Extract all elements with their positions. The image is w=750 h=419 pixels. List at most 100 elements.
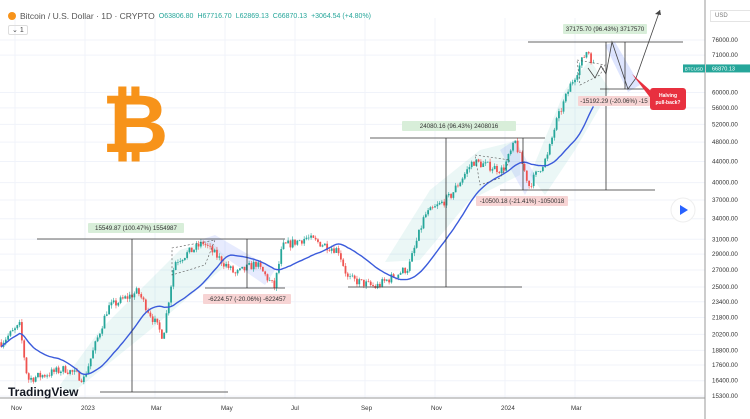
candle-body	[181, 259, 184, 262]
candle-body	[252, 261, 255, 270]
candle-body	[142, 297, 145, 300]
y-tick-label: 71000.00	[712, 52, 738, 59]
candle-body	[216, 249, 218, 258]
candle-body	[239, 268, 241, 271]
y-tick-label: 76000.00	[712, 37, 738, 44]
callout-text: pull-back?	[655, 100, 680, 106]
candle-body	[340, 253, 342, 260]
candle-body	[351, 275, 354, 277]
candle-body	[463, 173, 466, 179]
candle-body	[422, 217, 425, 229]
candle-body	[404, 267, 407, 273]
candle-body	[170, 286, 172, 303]
rise-label: 15549.87 (100.47%) 1554987	[95, 225, 177, 232]
candle-body	[337, 248, 340, 254]
symbol-title[interactable]: Bitcoin / U.S. Dollar · 1D · CRYPTO	[20, 11, 155, 21]
candle-body	[218, 256, 221, 258]
candle-body	[390, 274, 393, 283]
y-tick-label: 23400.00	[712, 299, 738, 306]
candle-body	[66, 372, 69, 374]
indicator-toggle[interactable]: ⌄ 1	[8, 25, 28, 35]
candle-body	[266, 274, 269, 281]
candle-body	[259, 262, 262, 267]
candle-body	[413, 247, 416, 254]
candle-body	[560, 111, 563, 112]
candle-body	[548, 144, 551, 155]
candle-body	[92, 350, 94, 359]
candle-body	[140, 294, 143, 298]
candle-body	[177, 262, 179, 263]
candle-body	[440, 201, 443, 203]
candle-body	[80, 380, 83, 382]
candle-body	[330, 248, 333, 251]
candle-body	[418, 229, 420, 241]
candle-body	[342, 259, 345, 266]
candle-body	[303, 238, 306, 244]
candle-body	[496, 166, 498, 172]
candle-body	[248, 263, 250, 265]
candle-body	[87, 366, 90, 375]
candle-body	[532, 174, 535, 187]
candle-body	[578, 65, 581, 76]
drop-label: -6224.57 (-20.06%) -622457	[208, 296, 286, 303]
candle-body	[271, 280, 273, 281]
candle-body	[110, 302, 113, 306]
candle-body	[4, 339, 7, 343]
candle-body	[172, 270, 175, 287]
candle-body	[20, 322, 23, 341]
candle-body	[583, 57, 586, 58]
drop-label: -15192.29 (-20.06%) -15	[580, 98, 648, 105]
candle-body	[475, 159, 478, 166]
candle-body	[408, 261, 411, 271]
candle-body	[558, 111, 560, 119]
x-tick-label: Jul	[291, 405, 299, 412]
candle-body	[590, 53, 592, 64]
candle-body	[112, 300, 115, 303]
candle-body	[78, 371, 81, 381]
candle-body	[41, 375, 44, 378]
last-price-bg	[706, 64, 750, 73]
candle-body	[486, 161, 489, 163]
candle-body	[0, 342, 3, 347]
candle-body	[234, 272, 237, 274]
candle-body	[507, 153, 510, 162]
candle-body	[121, 297, 124, 299]
currency-label[interactable]: USD	[710, 10, 750, 22]
candle-body	[321, 245, 324, 247]
candle-body	[383, 279, 386, 281]
candle-body	[135, 288, 138, 294]
candle-body	[505, 161, 508, 171]
candle-body	[275, 272, 278, 288]
candle-body	[454, 185, 457, 193]
candle-body	[204, 244, 207, 246]
y-tick-label: 60000.00	[712, 90, 738, 97]
candle-body	[264, 271, 267, 275]
candle-body	[521, 152, 524, 164]
drop-label-bg	[203, 294, 291, 304]
candle-body	[381, 279, 384, 287]
candle-body	[493, 166, 496, 170]
candle-body	[314, 237, 317, 240]
candle-body	[466, 169, 469, 174]
candle-body	[576, 75, 579, 80]
candle-body	[46, 375, 49, 377]
candle-body	[335, 248, 338, 253]
candle-body	[273, 280, 276, 288]
y-tick-label: 31000.00	[712, 236, 738, 243]
candle-body	[500, 167, 503, 173]
candle-body	[491, 169, 494, 171]
candle-body	[525, 170, 528, 181]
candle-body	[158, 322, 161, 330]
candle-body	[438, 202, 441, 205]
candle-body	[34, 377, 37, 382]
candle-body	[514, 140, 517, 143]
candle-body	[284, 242, 287, 244]
symbol-badge: BTCUSD	[685, 66, 704, 71]
candle-body	[278, 263, 280, 273]
candle-body	[367, 281, 370, 282]
candle-body	[360, 279, 363, 280]
candle-body	[57, 367, 60, 373]
candle-body	[71, 370, 74, 372]
candle-body	[385, 279, 388, 281]
